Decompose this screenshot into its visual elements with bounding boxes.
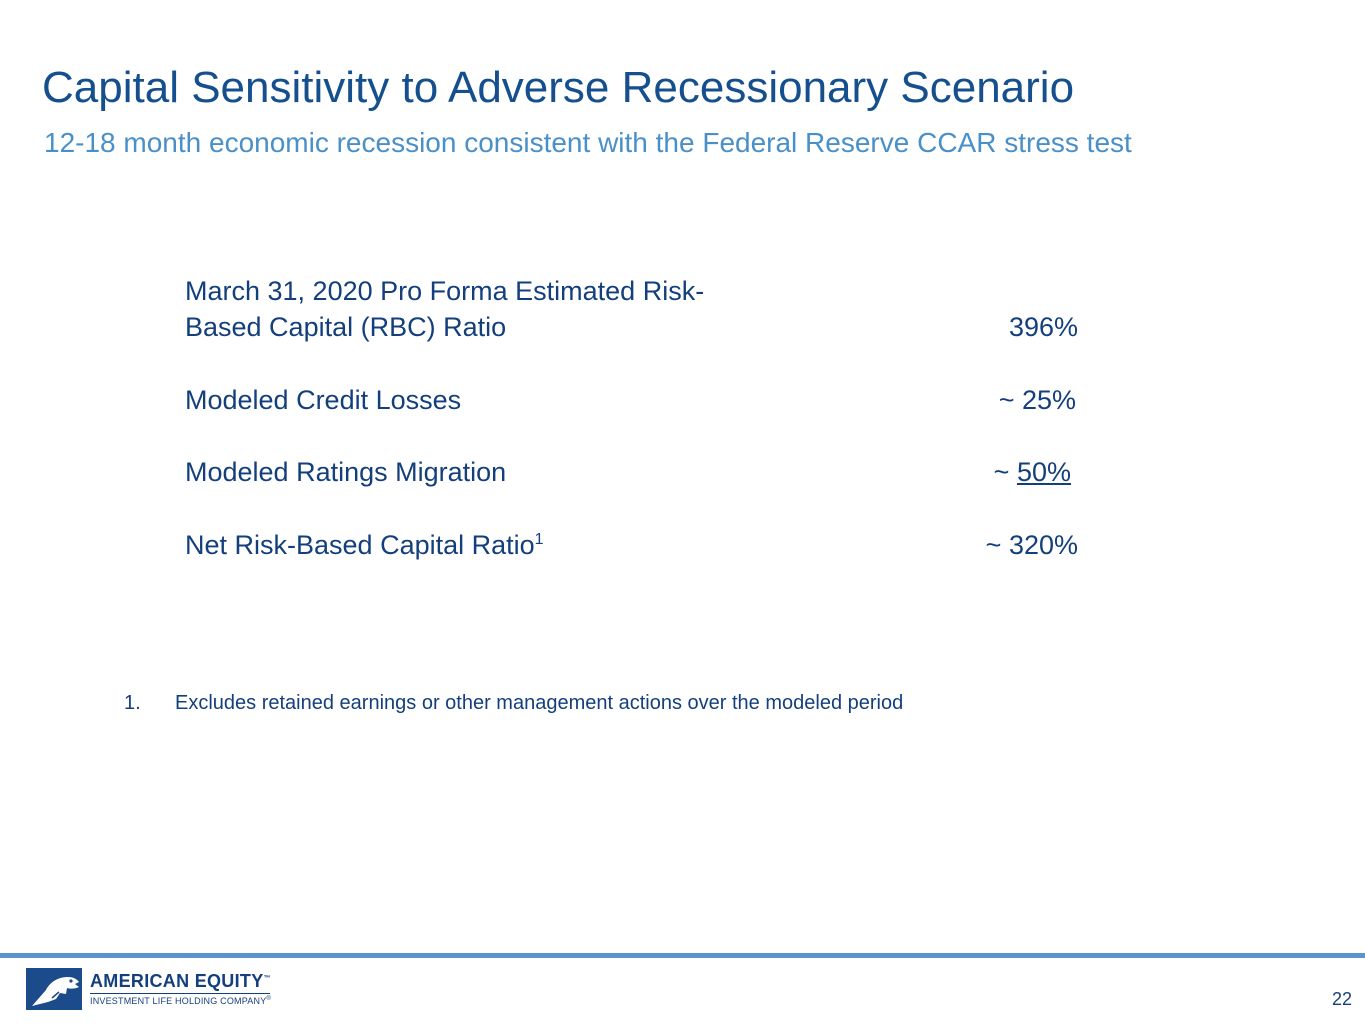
- ratings-migration-number: 50%: [1016, 457, 1071, 487]
- logo-rule: [90, 993, 270, 994]
- logo-wordmark: AMERICAN EQUITY™: [90, 971, 271, 991]
- slide-subtitle: 12-18 month economic recession consisten…: [44, 127, 1132, 158]
- footnote-number: 1.: [124, 692, 141, 714]
- page-number: 22: [1331, 989, 1352, 1009]
- footnote: 1. Excludes retained earnings or other ma…: [124, 690, 903, 716]
- net-rbc-ratio-label-text: Net Risk-Based Capital Ratio: [185, 530, 535, 560]
- company-logo: AMERICAN EQUITY™ INVESTMENT LIFE HOLDING…: [26, 968, 276, 1012]
- rbc-ratio-label-line2: Based Capital (RBC) Ratio: [185, 312, 507, 342]
- rbc-ratio-value: 396%: [1008, 312, 1078, 342]
- credit-losses-value: ~ 25%: [998, 385, 1076, 415]
- ratings-migration-value: ~ 50%: [994, 454, 1071, 490]
- slide-title: Capital Sensitivity to Adverse Recession…: [42, 63, 1075, 112]
- ratings-migration-label: Modeled Ratings Migration: [185, 457, 507, 487]
- eagle-logo-icon: [26, 968, 82, 1010]
- net-rbc-ratio-label: Net Risk-Based Capital Ratio1: [185, 527, 544, 563]
- credit-losses-label: Modeled Credit Losses: [185, 385, 462, 415]
- ratings-migration-prefix: ~: [993, 457, 1017, 487]
- rbc-ratio-label: March 31, 2020 Pro Forma Estimated Risk-…: [185, 273, 704, 345]
- footnote-text: Excludes retained earnings or other mana…: [175, 692, 904, 714]
- logo-tagline: INVESTMENT LIFE HOLDING COMPANY®: [90, 996, 272, 1006]
- footnote-marker: 1: [534, 531, 544, 548]
- rbc-ratio-label-line1: March 31, 2020 Pro Forma Estimated Risk-: [185, 276, 705, 306]
- footer-divider: [0, 953, 1365, 958]
- net-rbc-ratio-value: ~ 320%: [985, 530, 1078, 560]
